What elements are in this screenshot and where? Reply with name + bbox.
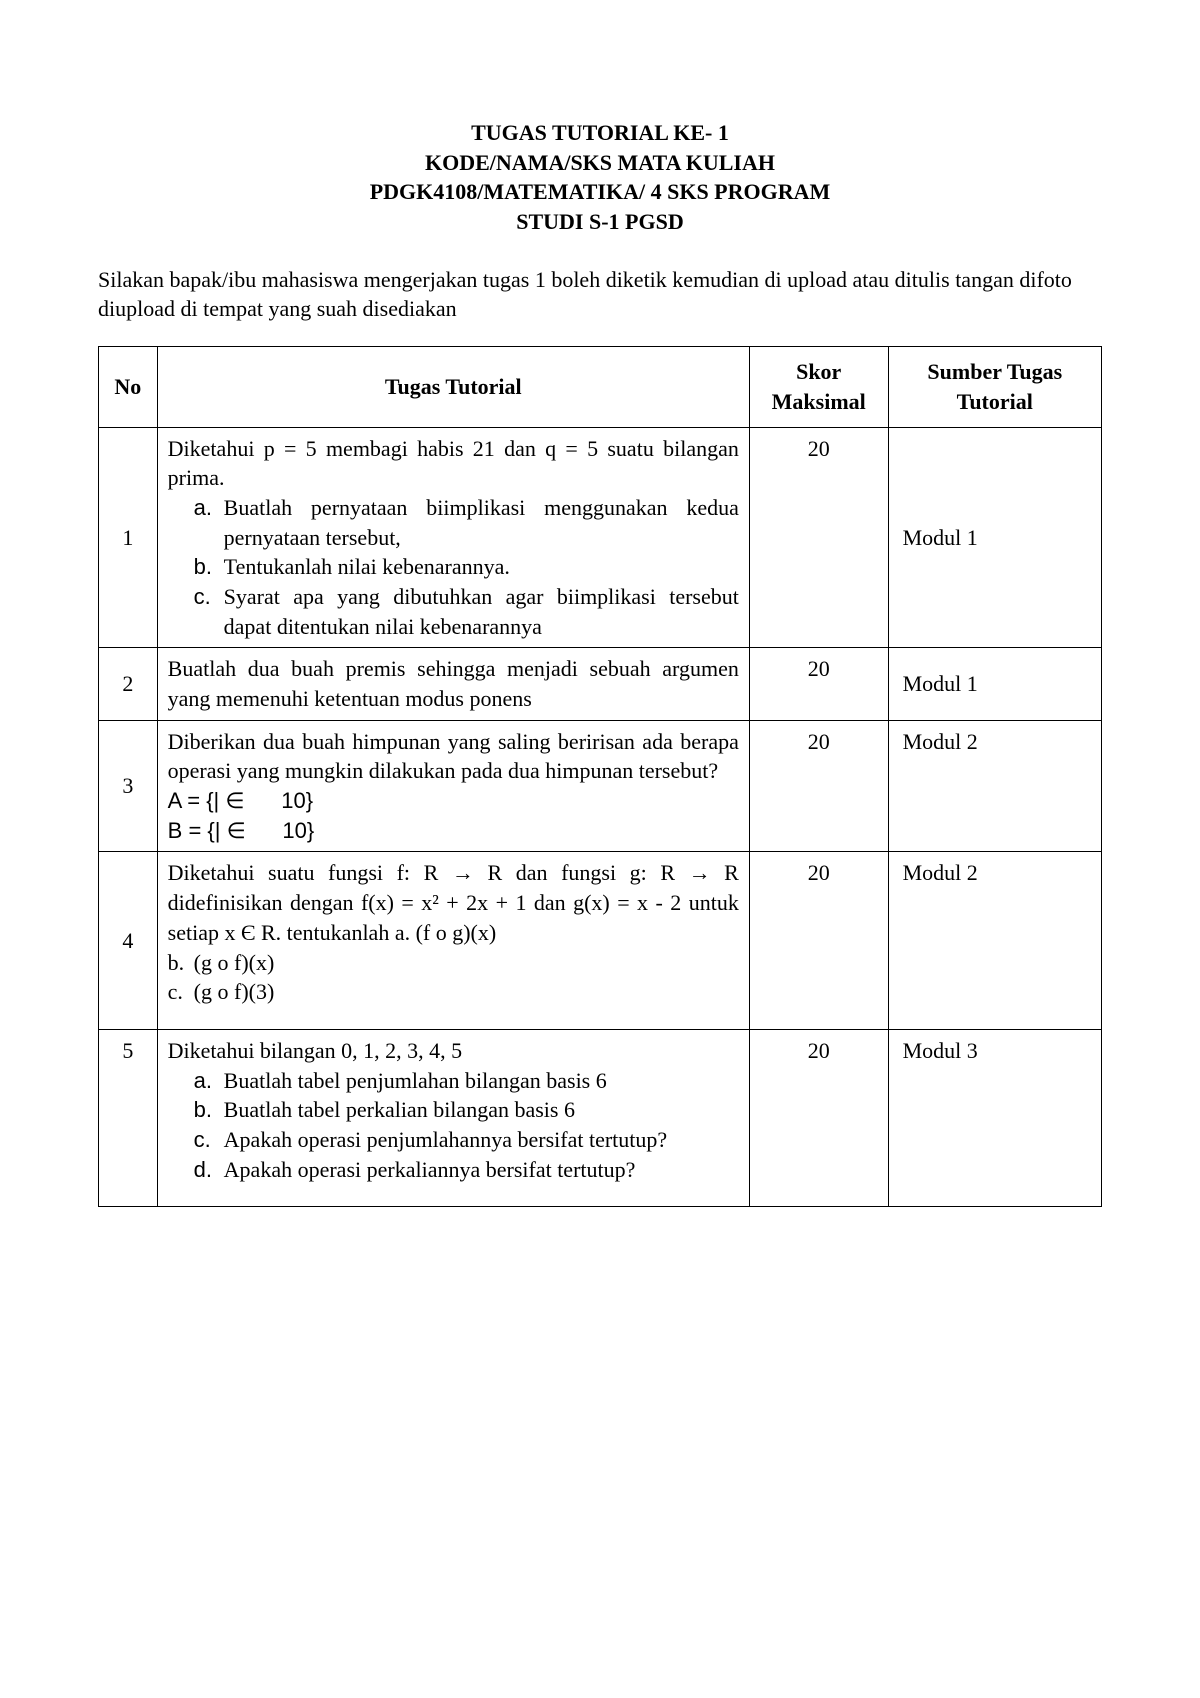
row-no: 3 [99,720,158,852]
row-source: Modul 3 [888,1029,1101,1206]
sub-marker: b. [194,1095,212,1125]
sub-text: (g o f)(x) [194,950,275,975]
sub-marker: b. [168,948,185,978]
task-intro: Diketahui bilangan 0, 1, 2, 3, 4, 5 [168,1036,739,1066]
sub-item: c. Syarat apa yang dibutuhkan agar biimpl… [194,582,739,641]
sub-text: Buatlah pernyataan biimplikasi menggunak… [224,495,739,550]
instructions-text: Silakan bapak/ibu mahasiswa mengerjakan … [98,265,1102,324]
sub-text: Apakah operasi penjumlahannya bersifat t… [224,1127,668,1152]
sub-marker: a. [194,1066,212,1096]
row-no: 5 [99,1029,158,1206]
formula-b: B = {| ∈ 10} [168,816,739,846]
sub-item: d. Apakah operasi perkaliannya bersifat t… [194,1155,739,1185]
sub-item: a. Buatlah tabel penjumlahan bilangan bas… [194,1066,739,1096]
task-intro: Diketahui suatu fungsi f: R → R dan fung… [168,858,739,947]
header-score: Skor Maksimal [749,347,888,427]
header-line-4: STUDI S-1 PGSD [228,207,972,237]
row-source: Modul 1 [888,648,1101,720]
row-task: Diberikan dua buah himpunan yang saling … [157,720,749,852]
header-line-3: PDGK4108/MATEMATIKA/ 4 SKS PROGRAM [228,177,972,207]
sub-marker: c. [194,1125,211,1155]
sub-text: Buatlah tabel perkalian bilangan basis 6 [224,1097,575,1122]
row-score: 20 [749,427,888,648]
row-score: 20 [749,648,888,720]
row-no: 2 [99,648,158,720]
row-score: 20 [749,720,888,852]
sub-marker: b. [194,552,212,582]
table-row: 2 Buatlah dua buah premis sehingga menja… [99,648,1102,720]
document-header: TUGAS TUTORIAL KE- 1 KODE/NAMA/SKS MATA … [98,118,1102,237]
header-source: Sumber Tugas Tutorial [888,347,1101,427]
table-row: 5 Diketahui bilangan 0, 1, 2, 3, 4, 5 a.… [99,1029,1102,1206]
sub-item: c. Apakah operasi penjumlahannya bersifat… [194,1125,739,1155]
row-no: 1 [99,427,158,648]
sub-list: a. Buatlah pernyataan biimplikasi menggun… [168,493,739,641]
assignment-table: No Tugas Tutorial Skor Maksimal Sumber T… [98,346,1102,1207]
spacer [168,1184,739,1200]
row-source: Modul 1 [888,427,1101,648]
header-no: No [99,347,158,427]
sub-text: Syarat apa yang dibutuhkan agar biimplik… [224,584,739,639]
formula-a: A = {| ∈ 10} [168,786,739,816]
row-task: Diketahui p = 5 membagi habis 21 dan q =… [157,427,749,648]
header-task: Tugas Tutorial [157,347,749,427]
table-row: 1 Diketahui p = 5 membagi habis 21 dan q… [99,427,1102,648]
sub-marker: c. [194,582,211,612]
task-intro: Diberikan dua buah himpunan yang saling … [168,727,739,786]
table-row: 3 Diberikan dua buah himpunan yang salin… [99,720,1102,852]
task-intro: Diketahui p = 5 membagi habis 21 dan q =… [168,434,739,493]
table-header-row: No Tugas Tutorial Skor Maksimal Sumber T… [99,347,1102,427]
sub-list: a. Buatlah tabel penjumlahan bilangan bas… [168,1066,739,1185]
sub-item: c. (g o f)(3) [168,977,739,1007]
table-row: 4 Diketahui suatu fungsi f: R → R dan fu… [99,852,1102,1029]
header-line-1: TUGAS TUTORIAL KE- 1 [228,118,972,148]
sub-text: Tentukanlah nilai kebenarannya. [224,554,510,579]
row-score: 20 [749,1029,888,1206]
sub-item: a. Buatlah pernyataan biimplikasi menggun… [194,493,739,552]
header-line-2: KODE/NAMA/SKS MATA KULIAH [228,148,972,178]
sub-marker: d. [194,1155,212,1185]
sub-marker: a. [194,493,212,523]
sub-item: b. Tentukanlah nilai kebenarannya. [194,552,739,582]
row-task: Diketahui bilangan 0, 1, 2, 3, 4, 5 a. Bu… [157,1029,749,1206]
spacer [168,1007,739,1023]
sub-text: Buatlah tabel penjumlahan bilangan basis… [224,1068,607,1093]
row-score: 20 [749,852,888,1029]
sub-marker: c. [168,977,183,1007]
sub-item: b. (g o f)(x) [168,948,739,978]
row-source: Modul 2 [888,720,1101,852]
row-no: 4 [99,852,158,1029]
row-source: Modul 2 [888,852,1101,1029]
sub-item: b. Buatlah tabel perkalian bilangan basis… [194,1095,739,1125]
row-task: Buatlah dua buah premis sehingga menjadi… [157,648,749,720]
sub-text: Apakah operasi perkaliannya bersifat ter… [224,1157,636,1182]
row-task: Diketahui suatu fungsi f: R → R dan fung… [157,852,749,1029]
sub-text: (g o f)(3) [194,979,275,1004]
task-intro: Buatlah dua buah premis sehingga menjadi… [168,654,739,713]
